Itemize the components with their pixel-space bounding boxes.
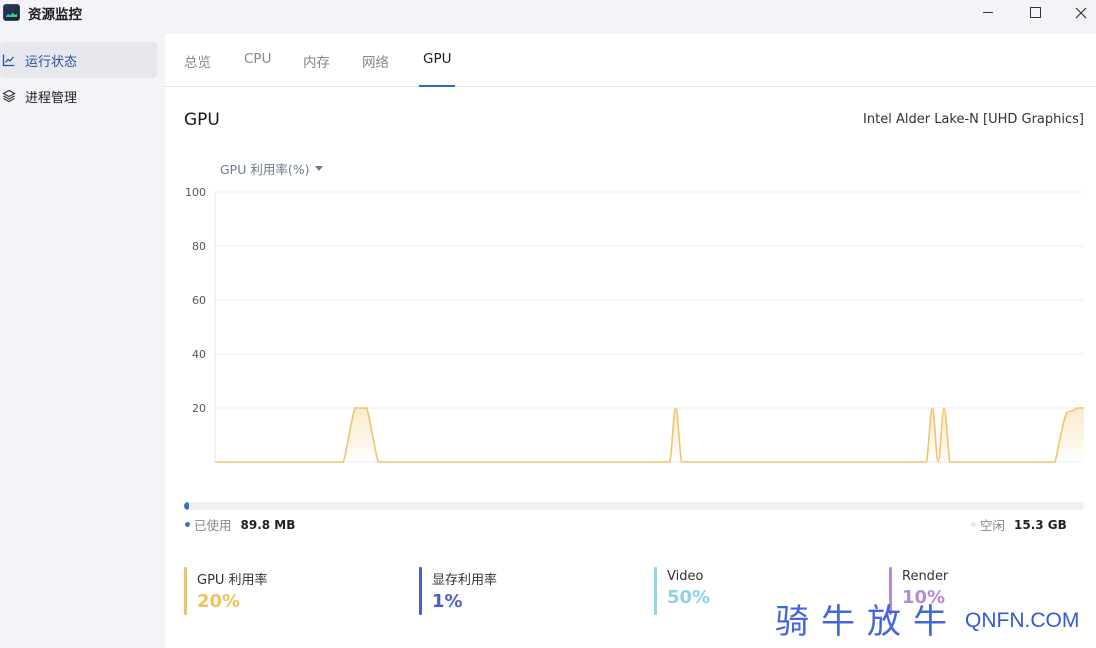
close-icon <box>1075 7 1087 19</box>
main-panel: 总览 CPU 内存 网络 GPU GPU Intel Alder Lake-N … <box>165 34 1096 648</box>
tab-network[interactable]: 网络 <box>362 55 389 71</box>
memory-free-value: 15.3 GB <box>1014 517 1067 532</box>
y-tick-label: 80 <box>192 240 206 253</box>
stat-gpu-usage: GPU 利用率 20% <box>184 567 268 615</box>
y-tick-label: 60 <box>192 294 206 307</box>
memory-free: 空闲 15.3 GB <box>971 515 1067 534</box>
stat-vram-usage: 显存利用率 1% <box>419 567 497 615</box>
maximize-button[interactable] <box>1012 0 1058 26</box>
memory-used-value: 89.8 MB <box>240 517 296 532</box>
title-bar: 资源监控 <box>0 0 1096 34</box>
tab-memory[interactable]: 内存 <box>303 55 330 71</box>
used-dot-icon <box>185 522 190 527</box>
sidebar-item-label: 进程管理 <box>25 90 78 106</box>
minimize-icon <box>983 11 993 13</box>
page-title: GPU <box>184 110 220 130</box>
memory-free-label: 空闲 <box>980 518 1006 533</box>
free-dot-icon <box>971 522 976 527</box>
metric-dropdown-label: GPU 利用率(%) <box>220 162 310 177</box>
series-line <box>215 407 1084 463</box>
sidebar: 运行状态 进程管理 <box>0 34 165 648</box>
watermark-cn: 骑牛放牛 <box>775 602 959 642</box>
stat-label: GPU 利用率 <box>197 573 268 588</box>
minimize-button[interactable] <box>965 0 1011 26</box>
stat-label: Video <box>667 569 704 584</box>
memory-usage-fill <box>184 502 190 510</box>
tab-bar: 总览 CPU 内存 网络 GPU <box>165 34 1096 87</box>
stat-value: 50% <box>667 587 711 608</box>
gpu-usage-chart: 100 80 60 40 20 <box>185 186 1084 463</box>
sidebar-item-label: 运行状态 <box>25 54 78 70</box>
layers-icon <box>2 89 16 103</box>
y-tick-label: 100 <box>185 186 206 199</box>
memory-usage-bar <box>184 502 1084 510</box>
line-chart-icon <box>2 53 16 67</box>
stat-render: Render 10% <box>889 567 948 615</box>
stat-value: 20% <box>197 591 241 612</box>
tab-gpu[interactable]: GPU <box>418 51 457 87</box>
y-tick-label: 20 <box>192 402 206 415</box>
stat-value: 10% <box>902 587 946 608</box>
tab-cpu[interactable]: CPU <box>244 51 272 67</box>
stat-video: Video 50% <box>654 567 710 615</box>
sidebar-item-status[interactable]: 运行状态 <box>0 42 157 78</box>
sidebar-item-processes[interactable]: 进程管理 <box>0 78 157 114</box>
close-button[interactable] <box>1058 0 1096 26</box>
stat-label: 显存利用率 <box>432 573 498 588</box>
memory-used: 已使用 89.8 MB <box>185 515 295 534</box>
app-title: 资源监控 <box>28 7 82 23</box>
y-tick-label: 40 <box>192 348 206 361</box>
metric-dropdown[interactable]: GPU 利用率(%) <box>220 159 324 178</box>
watermark-en: QNFN.COM <box>965 609 1080 632</box>
memory-used-label: 已使用 <box>194 518 232 533</box>
gpu-model: Intel Alder Lake-N [UHD Graphics] <box>863 112 1084 127</box>
tab-overview[interactable]: 总览 <box>184 55 211 71</box>
stat-label: Render <box>902 569 949 584</box>
stat-value: 1% <box>432 591 463 612</box>
caret-down-icon <box>315 166 324 171</box>
maximize-icon <box>1029 6 1041 18</box>
watermark: 骑牛放牛 QNFN.COM <box>775 594 1095 644</box>
app-icon <box>3 4 20 21</box>
